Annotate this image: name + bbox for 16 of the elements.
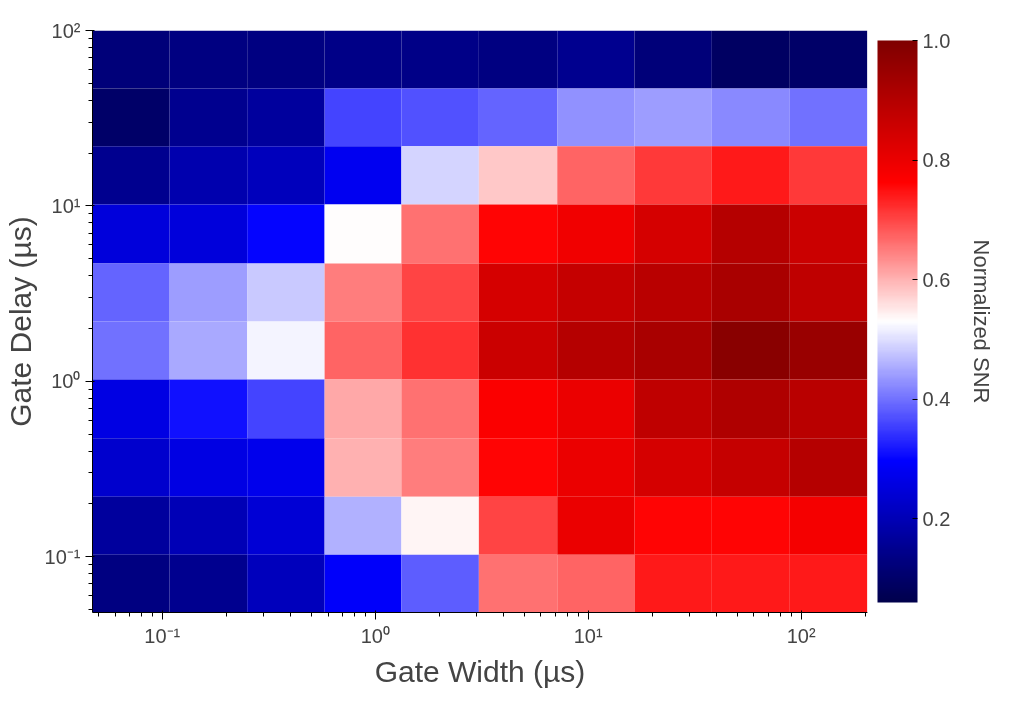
- y-tick-label: 10⁰: [51, 370, 81, 393]
- color-bar-label: 0.4: [922, 388, 951, 411]
- x-tick-label: 10²: [786, 624, 816, 647]
- y-tick-label: 10²: [51, 19, 81, 42]
- x-tick-label: 10⁰: [360, 624, 390, 647]
- color-bar-label: 0.8: [922, 149, 951, 172]
- color-bar-label: 0.2: [922, 507, 951, 530]
- y-tick-label: 10⁻¹: [44, 545, 81, 568]
- x-tick-label: 10⁻¹: [144, 624, 181, 647]
- x-axis-title: Gate Width (µs): [374, 654, 586, 688]
- color-bar-label: 0.6: [922, 268, 951, 291]
- y-tick-label: 10¹: [51, 194, 81, 217]
- x-tick-label: 10¹: [573, 624, 603, 647]
- y-axis-title: Gate Delay (µs): [3, 216, 37, 427]
- color-bar-label: 1.0: [922, 29, 951, 52]
- color-bar-title: Normalized SNR: [968, 239, 994, 404]
